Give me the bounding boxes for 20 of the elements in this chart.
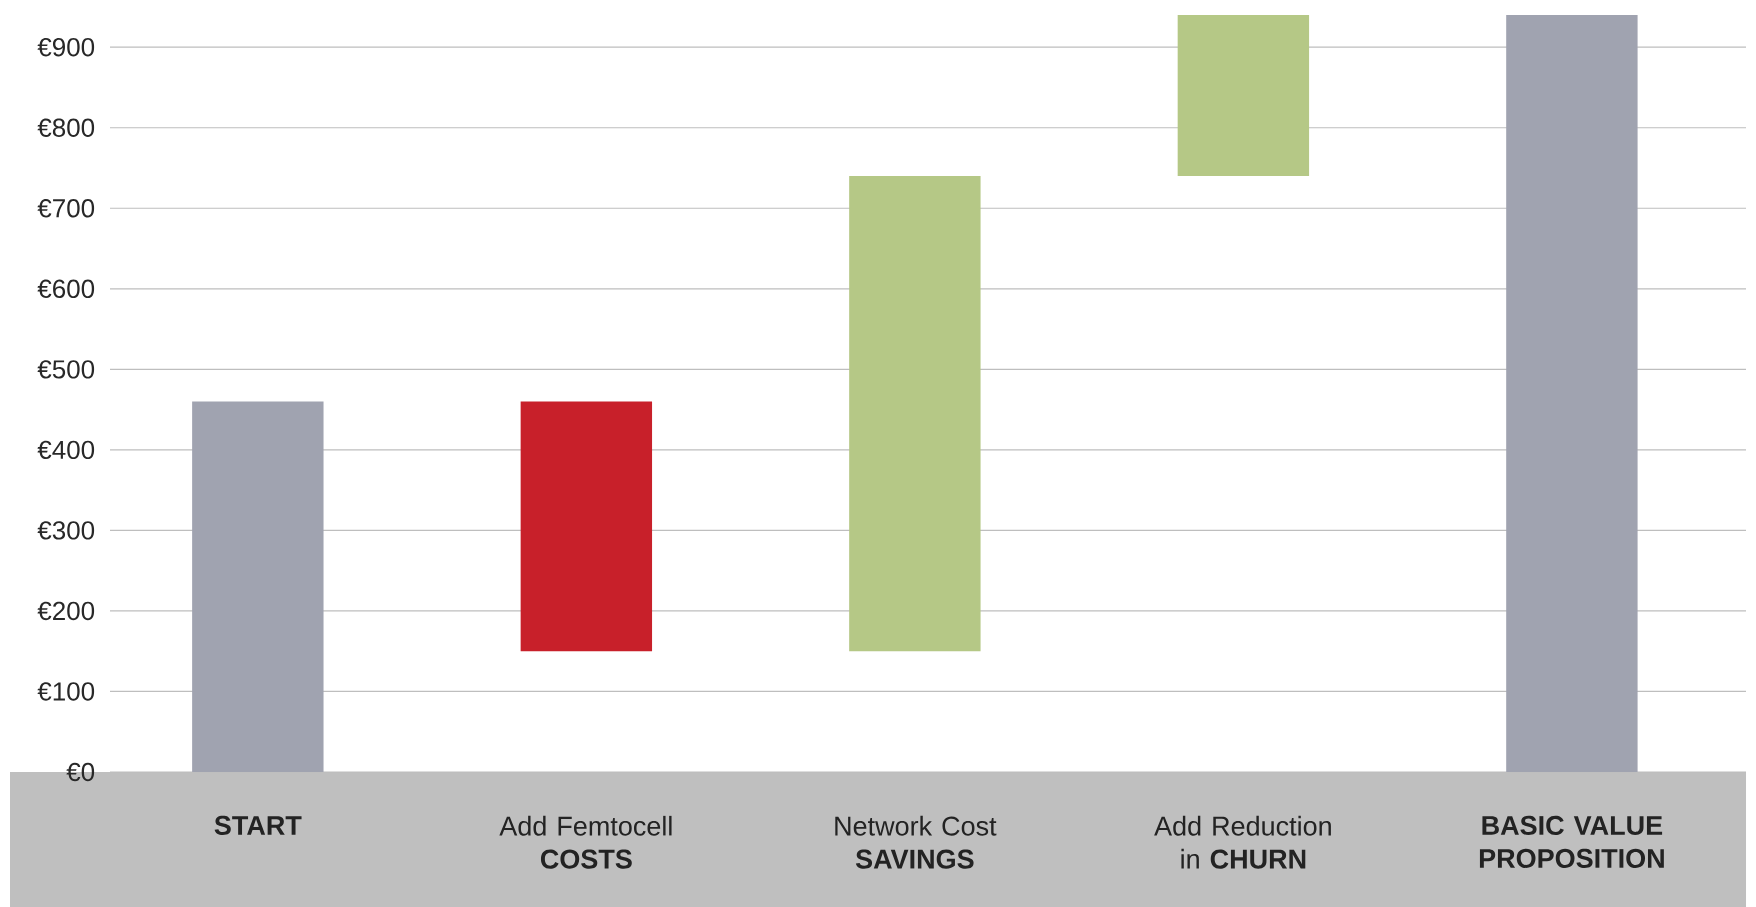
bar <box>849 176 981 652</box>
x-tick-label: Add Femtocell COSTS <box>499 815 672 869</box>
x-tick-label: Network Cost SAVINGS <box>835 815 997 869</box>
y-tick-label: €500 <box>37 360 95 379</box>
y-tick-label: €400 <box>37 440 95 460</box>
bar <box>192 401 324 772</box>
bar <box>1506 14 1638 772</box>
y-tick-label: €700 <box>37 199 95 218</box>
y-tick-label: €600 <box>37 279 95 298</box>
y-tick-label: €100 <box>37 682 95 701</box>
bar <box>1177 14 1310 177</box>
x-tick-label: Add Reduction in CHURN <box>1154 815 1331 869</box>
y-tick-label: €800 <box>37 118 95 137</box>
y-tick-label: €0 <box>66 762 95 782</box>
bar <box>520 401 653 652</box>
x-tick-label: START <box>214 815 302 835</box>
y-tick-label: €300 <box>37 521 95 540</box>
x-tick-label: BASIC VALUE PROPOSITION <box>1479 815 1664 868</box>
y-tick-label: €200 <box>37 601 95 621</box>
y-tick-label: €900 <box>37 38 95 57</box>
